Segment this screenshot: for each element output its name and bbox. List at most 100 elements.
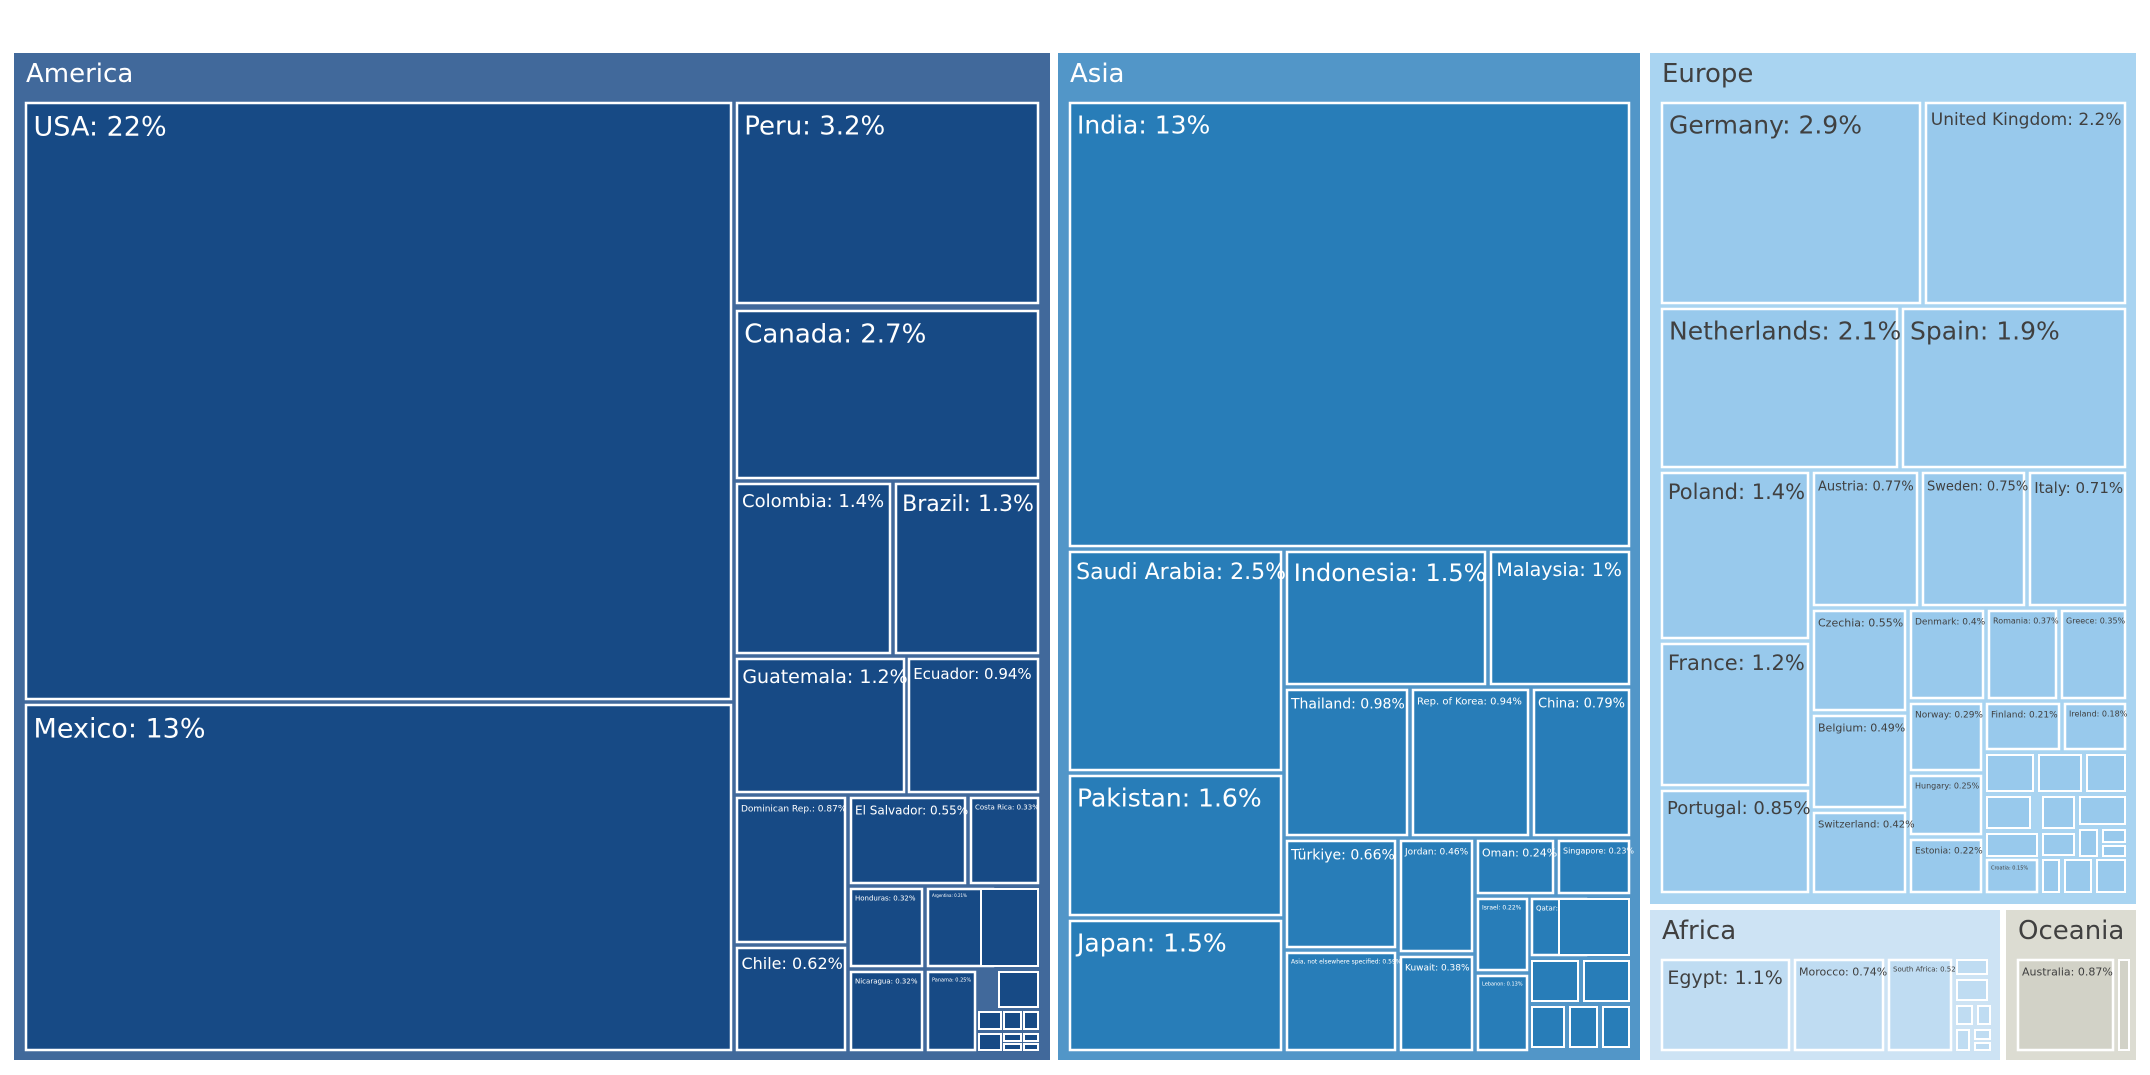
tile-belgium [1812, 714, 1907, 809]
tile-denmark [1909, 609, 1985, 700]
region-label-africa: Africa [1662, 916, 1736, 946]
tile-label-saudi-arabia: Saudi Arabia: 2.5% [1076, 560, 1286, 585]
tile-label-jordan: Jordan: 0.46% [1404, 847, 1469, 857]
tile-minor-europe-3 [1986, 796, 2031, 829]
tile-rep-of-korea [1411, 688, 1530, 837]
tile-minor-africa-6 [1974, 1042, 1991, 1051]
tile-malaysia [1489, 550, 1631, 686]
tile-label-kuwait: Kuwait: 0.38% [1405, 963, 1470, 973]
tile-label-romania: Romania: 0.37% [1993, 616, 2059, 625]
tile-chile [735, 946, 847, 1052]
tile-finland [1985, 702, 2061, 751]
tile-minor-africa-1 [1956, 979, 1988, 1001]
tile-label-thailand: Thailand: 0.98% [1290, 697, 1405, 713]
tile-lebanon [1476, 974, 1529, 1052]
tile-ireland [2063, 702, 2127, 751]
tile-label-switzerland: Switzerland: 0.42% [1818, 820, 1915, 831]
tile-label-belgium: Belgium: 0.49% [1818, 722, 1905, 735]
tile-norway [1909, 702, 1983, 772]
tile-minor-asia-4 [1569, 1006, 1598, 1048]
tile-label-el-salvador: El Salvador: 0.55% [855, 804, 968, 818]
tile-minor-europe-1 [2038, 754, 2082, 792]
tile-mexico [24, 703, 733, 1052]
tile-label-brazil: Brazil: 1.3% [902, 492, 1034, 517]
tile-minor-asia-1 [1531, 960, 1579, 1002]
tile-minor-asia-0 [1558, 898, 1630, 956]
region-label-europe: Europe [1662, 59, 1753, 89]
tile-saudi-arabia [1068, 550, 1283, 772]
tile-minor-europe-9 [2102, 829, 2126, 843]
tile-label-austria: Austria: 0.77% [1818, 480, 1914, 495]
tile-label-australia: Australia: 0.87% [2022, 966, 2113, 979]
tile-label-south-africa: South Africa: 0.52% [1893, 965, 1963, 973]
tile-switzerland [1812, 811, 1907, 894]
tile-spain [1901, 307, 2127, 469]
tile-south-africa [1887, 958, 1953, 1052]
tile-minor-africa-3 [1977, 1005, 1991, 1025]
tile-minor-oceania-0 [2118, 959, 2130, 1051]
tile-minor-africa-2 [1956, 1005, 1973, 1025]
tile-honduras [849, 887, 924, 968]
tile-minor-america-0 [980, 888, 1039, 967]
tile-label-czechia: Czechia: 0.55% [1818, 617, 1903, 630]
tile-croatia [1985, 858, 2039, 894]
tile-label-france: France: 1.2% [1668, 651, 1805, 675]
tile-label-oman: Oman: 0.24% [1482, 847, 1557, 860]
tile-austria [1812, 471, 1919, 607]
tile-label-asia-not-elsewhere-specified: Asia, not elsewhere specified: 0.59% [1291, 958, 1402, 965]
tile-label-guatemala: Guatemala: 1.2% [742, 666, 907, 688]
tile-label-finland: Finland: 0.21% [1991, 710, 2058, 720]
tile-minor-africa-5 [1974, 1029, 1991, 1040]
tile-label-germany: Germany: 2.9% [1669, 110, 1862, 139]
tile-minor-america-6 [1003, 1033, 1022, 1042]
tile-minor-america-9 [1023, 1043, 1039, 1051]
tile-portugal [1660, 789, 1810, 894]
tile-minor-europe-10 [2102, 845, 2126, 857]
tile-australia [2016, 958, 2115, 1052]
tile-label-t-rkiye: Türkiye: 0.66% [1290, 848, 1395, 864]
region-label-asia: Asia [1070, 59, 1125, 89]
tile-label-singapore: Singapore: 0.23% [1563, 846, 1634, 855]
tile-costa-rica [969, 796, 1040, 885]
tile-el-salvador [849, 796, 967, 885]
tile-minor-asia-3 [1531, 1006, 1565, 1048]
tile-minor-africa-4 [1956, 1029, 1970, 1051]
tile-label-peru: Peru: 3.2% [744, 111, 885, 141]
tile-brazil [894, 482, 1040, 655]
tile-label-ireland: Ireland: 0.18% [2069, 709, 2128, 718]
tile-label-dominican-rep: Dominican Rep.: 0.87% [741, 804, 847, 814]
tile-label-pakistan: Pakistan: 1.6% [1077, 783, 1262, 812]
tile-minor-america-5 [978, 1033, 1002, 1051]
tile-italy [2028, 471, 2127, 607]
tile-dominican-rep [735, 796, 847, 944]
tile-minor-america-1 [998, 971, 1039, 1008]
tile-usa [24, 101, 733, 701]
tile-minor-europe-7 [2079, 796, 2126, 825]
tile-label-portugal: Portugal: 0.85% [1667, 798, 1811, 819]
tile-label-panama: Panama: 0.25% [932, 977, 971, 983]
tile-label-china: China: 0.79% [1538, 697, 1625, 712]
tile-romania [1987, 609, 2058, 700]
tile-label-sweden: Sweden: 0.75% [1927, 480, 2028, 495]
tile-germany [1660, 101, 1922, 305]
tile-thailand [1285, 688, 1409, 837]
tile-peru [735, 101, 1040, 305]
tile-hungary [1909, 774, 1983, 836]
tile-label-israel: Israel: 0.22% [1482, 904, 1522, 911]
tile-netherlands [1660, 307, 1899, 469]
tile-label-usa: USA: 22% [34, 111, 167, 142]
tile-china [1532, 688, 1631, 837]
tile-panama [926, 970, 977, 1052]
tile-minor-europe-6 [2042, 833, 2075, 856]
tile-t-rkiye [1285, 839, 1397, 949]
tile-indonesia [1285, 550, 1487, 686]
tile-greece [2060, 609, 2127, 700]
tile-pakistan [1068, 774, 1283, 917]
tile-minor-europe-0 [1986, 754, 2034, 792]
tile-label-estonia: Estonia: 0.22% [1915, 846, 1983, 856]
tile-minor-europe-13 [2096, 859, 2126, 893]
tile-israel [1476, 897, 1529, 972]
tile-united-kingdom [1924, 101, 2127, 305]
tile-guatemala [735, 657, 906, 794]
